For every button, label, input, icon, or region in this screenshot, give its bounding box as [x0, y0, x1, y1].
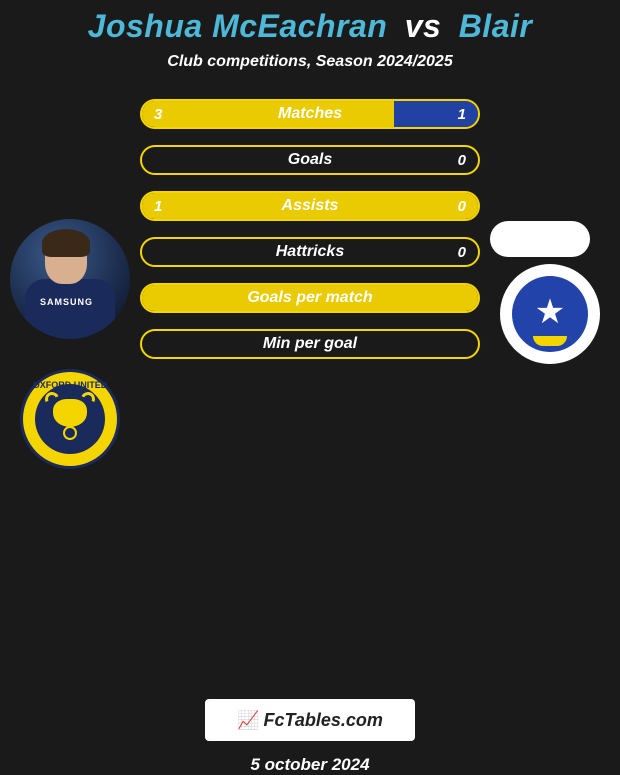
page-title: Joshua McEachran vs Blair — [0, 8, 620, 45]
player1-photo: SAMSUNG — [10, 219, 130, 339]
star-icon: ★ — [535, 292, 565, 332]
source-logo-text: FcTables.com — [264, 710, 383, 731]
stat-label: Matches — [142, 105, 478, 123]
comparison-card: Joshua McEachran vs Blair Club competiti… — [0, 0, 620, 775]
footer-date: 5 october 2024 — [0, 755, 620, 775]
content-area: SAMSUNG OXFORD UNITED ★ 31Matches0Goals1… — [0, 99, 620, 419]
stat-row: 10Assists — [140, 191, 480, 221]
player1-club-badge: OXFORD UNITED — [20, 369, 120, 469]
stat-label: Assists — [142, 197, 478, 215]
subtitle: Club competitions, Season 2024/2025 — [0, 53, 620, 71]
stat-row: 0Goals — [140, 145, 480, 175]
title-player1: Joshua McEachran — [88, 8, 388, 44]
stat-row: Goals per match — [140, 283, 480, 313]
chart-icon: 📈 — [237, 710, 259, 731]
player2-photo — [490, 221, 590, 257]
player1-jersey-sponsor: SAMSUNG — [40, 297, 93, 307]
stat-label: Goals — [142, 151, 478, 169]
crescent-icon — [533, 336, 567, 346]
stat-label: Hattricks — [142, 243, 478, 261]
stats-bars: 31Matches 0Goals 10Assists 0Hattricks Goals … — [140, 99, 480, 375]
stat-label: Min per goal — [142, 335, 478, 353]
stat-row: 31Matches — [140, 99, 480, 129]
player2-club-badge: ★ — [500, 264, 600, 364]
stat-label: Goals per match — [142, 289, 478, 307]
title-vs: vs — [405, 8, 442, 44]
source-logo: 📈 FcTables.com — [205, 699, 415, 741]
title-player2: Blair — [459, 8, 533, 44]
stat-row: 0Hattricks — [140, 237, 480, 267]
stat-row: Min per goal — [140, 329, 480, 359]
